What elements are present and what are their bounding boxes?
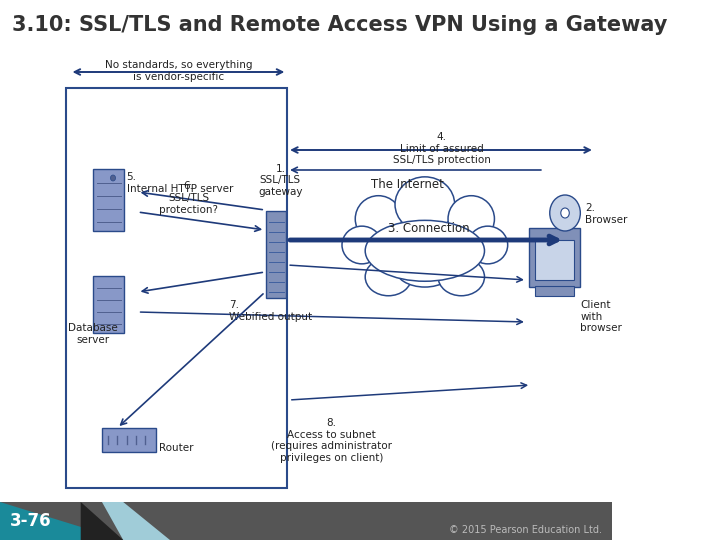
FancyBboxPatch shape (94, 276, 124, 333)
Text: Database
server: Database server (68, 323, 117, 345)
Ellipse shape (395, 177, 454, 232)
Text: © 2015 Pearson Education Ltd.: © 2015 Pearson Education Ltd. (449, 525, 602, 535)
Ellipse shape (365, 258, 412, 296)
FancyBboxPatch shape (102, 428, 156, 452)
Text: No standards, so everything
is vendor-specific: No standards, so everything is vendor-sp… (104, 60, 252, 82)
FancyBboxPatch shape (66, 88, 287, 488)
Text: 8.
Access to subnet
(requires administrator
privileges on client): 8. Access to subnet (requires administra… (271, 418, 392, 463)
Polygon shape (81, 502, 123, 540)
Text: 2.
Browser: 2. Browser (585, 203, 628, 225)
Text: 1.
SSL/TLS
gateway: 1. SSL/TLS gateway (258, 164, 302, 197)
Polygon shape (102, 502, 170, 540)
Ellipse shape (438, 258, 485, 296)
Polygon shape (0, 502, 123, 540)
Ellipse shape (355, 195, 402, 242)
FancyBboxPatch shape (529, 228, 580, 287)
Text: 3-76: 3-76 (10, 512, 52, 530)
Ellipse shape (395, 249, 454, 287)
Text: The Internet: The Internet (372, 179, 444, 192)
Text: 6.
SSL/TLS
protection?: 6. SSL/TLS protection? (159, 181, 218, 214)
Circle shape (550, 195, 580, 231)
Circle shape (110, 175, 115, 181)
Ellipse shape (365, 220, 485, 281)
FancyBboxPatch shape (535, 240, 575, 280)
Text: 5.
Internal HTTP server: 5. Internal HTTP server (127, 172, 233, 194)
Text: Client
with
browser: Client with browser (580, 300, 622, 333)
Polygon shape (0, 502, 612, 540)
FancyBboxPatch shape (94, 169, 124, 231)
Text: 4.
Limit of assured
SSL/TLS protection: 4. Limit of assured SSL/TLS protection (393, 132, 491, 165)
Circle shape (561, 208, 570, 218)
Ellipse shape (468, 226, 508, 264)
Text: Router: Router (159, 443, 194, 453)
FancyBboxPatch shape (535, 286, 575, 296)
Text: 3. Connection: 3. Connection (388, 222, 470, 235)
Ellipse shape (342, 226, 382, 264)
Text: 7.
Webified output: 7. Webified output (230, 300, 312, 322)
FancyBboxPatch shape (266, 211, 287, 298)
Ellipse shape (448, 195, 495, 242)
Text: 3.10: SSL/TLS and Remote Access VPN Using a Gateway: 3.10: SSL/TLS and Remote Access VPN Usin… (12, 15, 667, 35)
